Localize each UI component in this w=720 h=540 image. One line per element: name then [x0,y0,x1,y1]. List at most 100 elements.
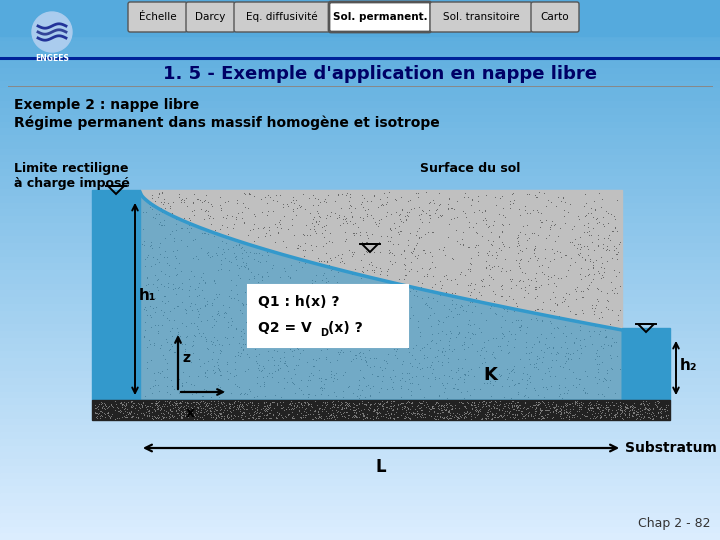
Point [209,407,220,415]
Point [143,409,155,417]
Point [171,331,183,340]
Point [169,398,181,407]
Point [501,407,513,415]
Point [417,397,428,406]
Point [501,306,513,315]
Point [433,189,445,198]
Point [202,400,214,409]
Point [449,404,461,413]
Point [531,292,543,301]
Point [574,406,585,415]
Point [215,382,226,391]
Point [543,406,554,415]
Point [285,401,297,409]
Point [496,219,508,228]
Point [262,405,274,414]
Point [571,283,582,292]
Point [168,198,179,207]
Point [208,332,220,341]
Point [526,411,537,420]
Point [374,319,386,327]
Point [325,413,337,422]
Point [271,400,282,409]
Point [431,411,443,420]
Point [277,403,289,411]
Point [356,409,368,417]
Point [367,305,379,314]
Point [142,250,153,259]
Point [198,410,210,419]
Point [636,406,648,415]
Point [378,404,390,413]
Point [284,273,296,281]
Bar [0,115,720,122]
Bar [0,324,720,330]
Point [174,259,185,268]
Point [542,409,554,418]
Point [531,284,542,293]
Point [490,413,501,421]
Point [186,409,197,418]
Point [587,414,598,423]
Point [505,265,516,274]
Point [406,398,418,407]
Point [289,403,300,412]
Point [342,328,354,337]
Point [261,228,272,237]
Point [542,279,554,288]
Bar [0,284,720,291]
Point [320,249,332,258]
Point [373,305,384,313]
Point [534,222,546,231]
Point [562,266,574,274]
Point [314,213,325,221]
Point [497,211,508,219]
Point [477,344,488,353]
Point [531,355,543,363]
Point [565,355,577,363]
Point [489,397,500,406]
Point [589,322,600,331]
Point [248,400,259,409]
Point [454,373,466,381]
Point [602,406,613,414]
Point [253,365,264,374]
Point [151,399,163,408]
Point [523,190,535,198]
Point [250,241,261,250]
Point [575,344,587,353]
Point [398,404,410,413]
Point [204,253,215,261]
Point [261,407,273,415]
Point [492,232,504,241]
Point [126,413,138,422]
Point [550,406,562,414]
Point [400,214,411,223]
Point [165,407,176,415]
Point [426,228,438,237]
Point [561,408,572,417]
Point [404,286,415,295]
Point [361,357,372,366]
Point [454,398,465,407]
Point [183,220,194,229]
Point [143,407,155,415]
Point [161,382,173,390]
Point [502,403,513,411]
Point [413,401,424,409]
Bar [0,372,720,378]
Point [317,271,328,279]
Point [358,410,369,419]
Point [591,219,603,227]
Point [599,333,611,342]
Point [332,251,343,259]
Point [570,410,581,418]
Point [608,410,620,419]
Point [186,403,197,412]
Point [238,345,249,354]
Point [119,398,130,407]
Point [192,282,204,291]
Point [236,400,248,409]
Point [112,403,124,412]
Point [102,409,113,417]
